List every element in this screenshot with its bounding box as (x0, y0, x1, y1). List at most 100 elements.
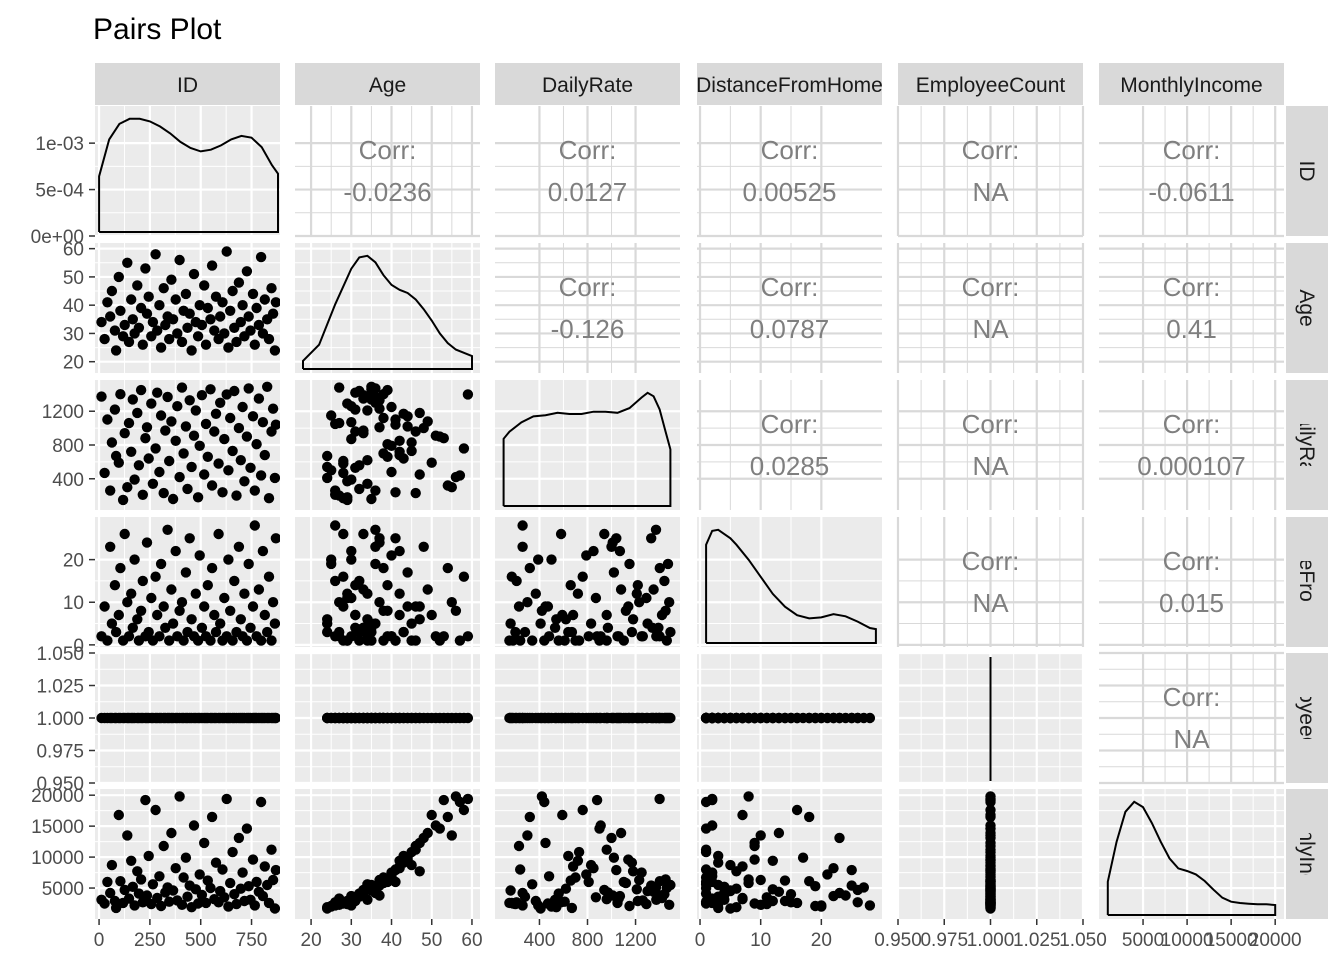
scatter-point-MonthlyIncome-DistanceFromHome (719, 894, 730, 905)
scatter-point-MonthlyIncome-DistanceFromHome (864, 900, 876, 911)
panel-DailyRate-DistanceFromHome (697, 380, 882, 510)
scatter-point-MonthlyIncome-Age (346, 890, 357, 902)
y-tick-label: 15000 (31, 817, 84, 838)
scatter-point-DailyRate-ID (180, 421, 192, 432)
scatter-point-DailyRate-Age (366, 381, 377, 392)
y-tick-label: 1.000 (36, 709, 84, 730)
density-curve-ID (98, 117, 279, 233)
scatter-point-DistanceFromHome-DailyRate (533, 554, 544, 565)
scatter-point-DailyRate-ID (217, 487, 228, 498)
y-tick-label: 1.050 (36, 644, 84, 665)
scatter-point-DailyRate-ID (225, 412, 236, 424)
scatter-point-DistanceFromHome-ID (141, 537, 153, 548)
scatter-point-DistanceFromHome-DailyRate (507, 635, 519, 646)
scatter-point-DailyRate-ID (182, 483, 193, 495)
scatter-point-DailyRate-Age (410, 426, 421, 437)
strip-row-Age (1286, 243, 1328, 373)
scatter-point-Age-ID (110, 345, 122, 356)
scatter-point-MonthlyIncome-DailyRate (637, 895, 648, 906)
scatter-point-MonthlyIncome-ID (270, 864, 280, 876)
scatter-point-MonthlyIncome-DistanceFromHome (755, 874, 766, 886)
scatter-point-DistanceFromHome-ID (109, 580, 121, 591)
scatter-point-DistanceFromHome-Age (338, 571, 349, 582)
scatter-point-DailyRate-Age (338, 467, 349, 479)
scatter-point-MonthlyIncome-DistanceFromHome (700, 844, 712, 855)
scatter-point-DailyRate-ID (231, 490, 242, 501)
scatter-point-EmployeeCount-DailyRate (601, 712, 612, 724)
x-tick-label: 0 (94, 930, 105, 951)
scatter-point-DailyRate-Age (386, 401, 397, 413)
scatter-point-Age-ID (217, 297, 228, 308)
corr-label: Corr: (359, 135, 417, 165)
scatter-point-MonthlyIncome-ID (188, 820, 200, 831)
scatter-point-DistanceFromHome-ID (219, 592, 230, 604)
scatter-point-DailyRate-Age (382, 384, 393, 396)
scatter-point-MonthlyIncome-Age (438, 794, 449, 806)
scatter-point-DistanceFromHome-DailyRate (606, 541, 617, 552)
scatter-point-DistanceFromHome-Age (322, 618, 333, 629)
scatter-point-MonthlyIncome-DistanceFromHome (700, 823, 712, 834)
scatter-point-MonthlyIncome-DistanceFromHome (700, 796, 712, 808)
scatter-point-Age-ID (137, 339, 148, 350)
scatter-point-EmployeeCount-DailyRate (506, 712, 517, 724)
scatter-point-DistanceFromHome-Age (326, 554, 337, 565)
scatter-point-MonthlyIncome-DailyRate (515, 864, 526, 875)
scatter-point-DistanceFromHome-DailyRate (530, 588, 541, 599)
scatter-point-MonthlyIncome-Age (366, 879, 377, 891)
scatter-point-DistanceFromHome-DailyRate (573, 635, 585, 646)
scatter-point-MonthlyIncome-DailyRate (664, 899, 675, 910)
scatter-point-Age-ID (113, 271, 125, 283)
x-tick-label: 0.950 (874, 930, 922, 951)
scatter-point-DailyRate-ID (164, 455, 175, 467)
scatter-point-Age-ID (167, 314, 179, 325)
scatter-point-MonthlyIncome-DistanceFromHome (797, 852, 809, 863)
scatter-point-EmployeeCount-Age (382, 712, 393, 724)
scatter-point-MonthlyIncome-DistanceFromHome (804, 811, 815, 823)
scatter-point-Age-ID (243, 311, 254, 322)
scatter-point-DailyRate-ID (152, 387, 163, 398)
y-tick-label: 0 (73, 636, 84, 657)
scatter-point-DailyRate-Age (382, 451, 393, 462)
scatter-point-EmployeeCount-DistanceFromHome (773, 712, 785, 724)
scatter-point-DistanceFromHome-Age (394, 545, 405, 557)
scatter-point-DailyRate-ID (141, 422, 153, 433)
scatter-point-MonthlyIncome-DistanceFromHome (767, 895, 778, 907)
y-tick-label: 60 (63, 240, 84, 261)
scatter-point-MonthlyIncome-DailyRate (608, 852, 620, 863)
scatter-point-EmployeeCount-Age (462, 712, 474, 724)
panel-ID-DailyRate (495, 106, 680, 238)
x-tick-label: 40 (381, 930, 402, 951)
x-tick-label: 0.975 (920, 930, 968, 951)
scatter-point-MonthlyIncome-ID (105, 887, 116, 899)
scatter-point-DistanceFromHome-Age (370, 524, 381, 535)
scatter-point-DistanceFromHome-ID (227, 635, 238, 646)
x-tick-label: 1.000 (967, 930, 1015, 951)
scatter-point-DailyRate-Age (390, 419, 401, 430)
scatter-point-Age-ID (96, 316, 107, 328)
strip-column-DistanceFromHome (697, 63, 882, 105)
scatter-point-MonthlyIncome-Age (382, 876, 393, 888)
scatter-point-DistanceFromHome-Age (330, 575, 341, 587)
scatter-point-MonthlyIncome-EmployeeCount (985, 823, 996, 834)
scatter-point-DailyRate-Age (358, 425, 369, 436)
scatter-point-MonthlyIncome-DistanceFromHome (731, 883, 742, 894)
panel-EmployeeCount-MonthlyIncome (1099, 651, 1284, 785)
scatter-point-DistanceFromHome-DailyRate (636, 631, 647, 642)
scatter-point-EmployeeCount-DistanceFromHome (713, 712, 724, 724)
scatter-point-MonthlyIncome-ID (133, 888, 145, 899)
scatter-point-DistanceFromHome-DailyRate (662, 558, 674, 570)
scatter-point-DistanceFromHome-Age (374, 597, 385, 608)
scatter-point-DistanceFromHome-DailyRate (631, 588, 642, 599)
scatter-point-EmployeeCount-DistanceFromHome (755, 712, 766, 724)
scatter-point-MonthlyIncome-ID (126, 855, 137, 866)
scatter-point-Age-ID (266, 283, 277, 294)
y-tick-label: 10000 (31, 848, 84, 869)
scatter-point-MonthlyIncome-DistanceFromHome (773, 827, 785, 839)
scatter-point-DistanceFromHome-ID (249, 520, 260, 531)
scatter-point-MonthlyIncome-DailyRate (594, 823, 605, 834)
scatter-point-MonthlyIncome-ID (158, 840, 169, 852)
scatter-point-MonthlyIncome-ID (223, 901, 234, 912)
strip-row-ID (1286, 106, 1328, 236)
strip-column-label: MonthlyIncome (1120, 74, 1262, 97)
